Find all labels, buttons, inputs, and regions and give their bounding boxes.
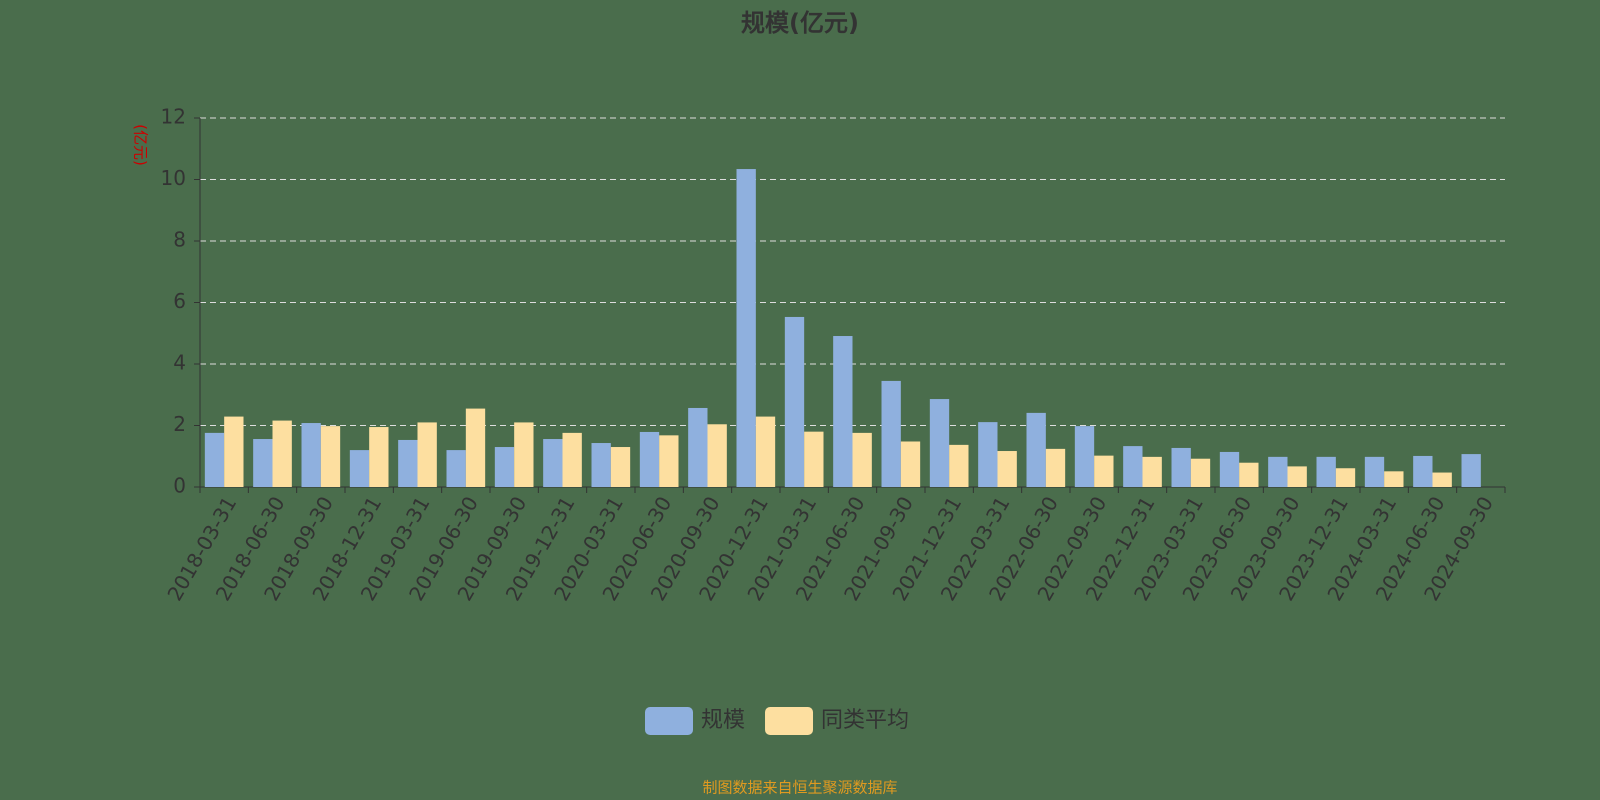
y-tick-label: 8: [173, 228, 186, 252]
bar: [1171, 447, 1191, 487]
bar: [465, 408, 486, 487]
bar: [1123, 446, 1143, 487]
bar: [1045, 448, 1066, 487]
bar: [494, 447, 515, 487]
bar: [639, 431, 660, 487]
legend-label: 同类平均: [821, 708, 909, 733]
bar: [369, 427, 389, 487]
bar: [1432, 472, 1452, 487]
bar: [398, 439, 418, 487]
bar: [784, 316, 805, 487]
bar: [1384, 471, 1404, 487]
bar: [204, 432, 225, 487]
bar: [1142, 456, 1162, 487]
legend-swatch: [645, 707, 693, 735]
y-tick-label: 0: [173, 474, 186, 498]
bar: [1026, 412, 1046, 487]
bar: [1094, 455, 1114, 487]
y-tick-label: 4: [173, 351, 186, 375]
bar: [833, 336, 853, 487]
bar: [1335, 468, 1356, 487]
bar: [1219, 451, 1240, 487]
bar: [224, 416, 244, 487]
bar: [562, 432, 582, 487]
bar: [253, 439, 273, 487]
bar: [900, 441, 921, 487]
bar: [707, 424, 727, 487]
bar: [543, 439, 563, 487]
bar: [301, 423, 321, 487]
bar: [736, 169, 756, 488]
bar: [688, 407, 708, 487]
y-tick-label: 10: [161, 166, 186, 190]
y-tick-label: 2: [173, 412, 186, 436]
bar: [978, 422, 998, 487]
bar: [1074, 426, 1095, 487]
bar: [349, 450, 370, 487]
bar: [1268, 456, 1288, 487]
bar: [929, 399, 950, 487]
y-tick-label: 12: [161, 105, 186, 129]
bar: [1287, 466, 1307, 487]
bar: [949, 444, 969, 487]
bar: [997, 451, 1017, 487]
bar: [591, 443, 611, 487]
bar: [1364, 456, 1385, 487]
bar: [1190, 458, 1211, 487]
bar: [881, 380, 901, 487]
footer: 制图数据来自恒生聚源数据库: [702, 779, 897, 797]
legend-label: 规模: [701, 708, 745, 733]
bar: [320, 426, 341, 487]
bar: [804, 431, 824, 487]
bar: [1239, 462, 1259, 487]
y-axis-label: (亿元): [132, 124, 150, 166]
bar: [755, 416, 776, 487]
legend-swatch: [765, 707, 814, 735]
bar: [1413, 455, 1433, 487]
bar: [1316, 456, 1336, 487]
bar: [514, 422, 534, 487]
bar: [1461, 454, 1481, 487]
bar: [610, 447, 631, 487]
chart-title: 规模(亿元): [741, 9, 859, 37]
bar: [852, 432, 872, 487]
bar: [272, 420, 292, 487]
bar: [446, 450, 466, 487]
bar: [417, 422, 437, 487]
bar: [659, 435, 679, 487]
y-tick-label: 6: [173, 289, 186, 313]
